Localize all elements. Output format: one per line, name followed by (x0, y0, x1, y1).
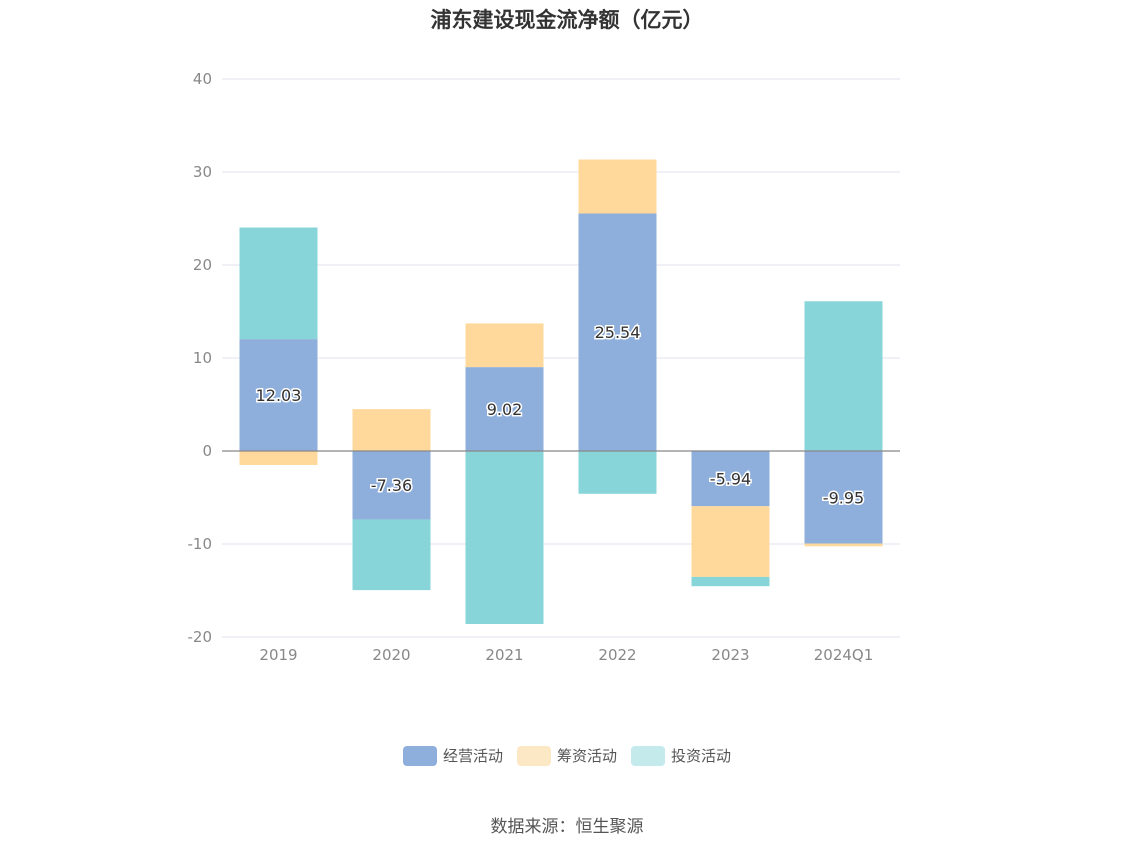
legend-label-financing: 筹资活动 (556, 747, 617, 765)
y-tick-label: 20 (193, 256, 212, 274)
legend-item-financing[interactable]: 筹资活动 (516, 745, 617, 766)
bar (465, 367, 544, 451)
y-tick-label: 40 (193, 70, 212, 88)
bar (578, 451, 657, 494)
data-label: -5.94 (710, 470, 751, 489)
bar (691, 576, 770, 587)
x-tick-label: 2024Q1 (814, 646, 874, 664)
data-label: -9.95 (823, 488, 864, 507)
data-label: 12.03 (256, 386, 302, 405)
bar-chart: 40 30 20 10 0 -10 -20 12.03 2019 -7.36 2020 9.02 202… (188, 70, 900, 664)
bar (804, 301, 883, 451)
bar (691, 451, 770, 507)
x-tick-label: 2023 (711, 646, 749, 664)
x-tick-label: 2020 (372, 646, 410, 664)
bar (578, 159, 657, 214)
bar (352, 519, 431, 591)
legend-label-operating: 经营活动 (442, 747, 503, 765)
legend-item-investing[interactable]: 投资活动 (631, 745, 731, 766)
bar (465, 451, 544, 624)
bar (578, 213, 657, 451)
legend: 经营活动 筹资活动 投资活动 (0, 745, 1134, 766)
bar (352, 451, 431, 520)
legend-item-operating[interactable]: 经营活动 (402, 745, 503, 766)
x-tick-label: 2019 (259, 646, 297, 664)
y-tick-label: 0 (202, 442, 212, 460)
data-label: 9.02 (487, 400, 523, 419)
bar (804, 451, 883, 544)
legend-swatch-financing (516, 745, 551, 766)
x-tick-label: 2022 (598, 646, 636, 664)
legend-swatch-operating (402, 745, 437, 766)
data-source: 数据来源：恒生聚源 (490, 817, 644, 837)
data-label: 25.54 (595, 323, 641, 342)
data-label: -7.36 (371, 476, 412, 495)
bar (691, 506, 770, 577)
bar (239, 339, 318, 451)
bar (804, 543, 883, 547)
bar (352, 409, 431, 451)
bar (239, 451, 318, 465)
x-tick-label: 2021 (485, 646, 523, 664)
legend-label-investing: 投资活动 (671, 747, 732, 765)
bar (239, 227, 318, 340)
y-tick-label: 30 (193, 163, 212, 181)
y-tick-label: 10 (193, 349, 212, 367)
legend-swatch-investing (631, 745, 665, 766)
y-tick-label: -20 (188, 628, 213, 646)
y-tick-label: -10 (188, 535, 213, 553)
chart-title: 浦东建设现金流净额（亿元） (430, 8, 704, 32)
bar (465, 323, 544, 368)
